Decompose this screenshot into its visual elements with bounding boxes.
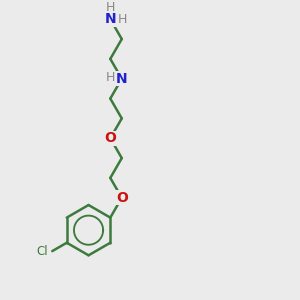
Text: N: N [116, 72, 128, 86]
Text: H: H [106, 1, 115, 14]
Text: O: O [104, 131, 116, 145]
Text: N: N [104, 12, 116, 26]
Text: Cl: Cl [36, 244, 48, 258]
Text: H: H [117, 13, 127, 26]
Text: H: H [105, 71, 115, 84]
Text: O: O [116, 191, 128, 205]
